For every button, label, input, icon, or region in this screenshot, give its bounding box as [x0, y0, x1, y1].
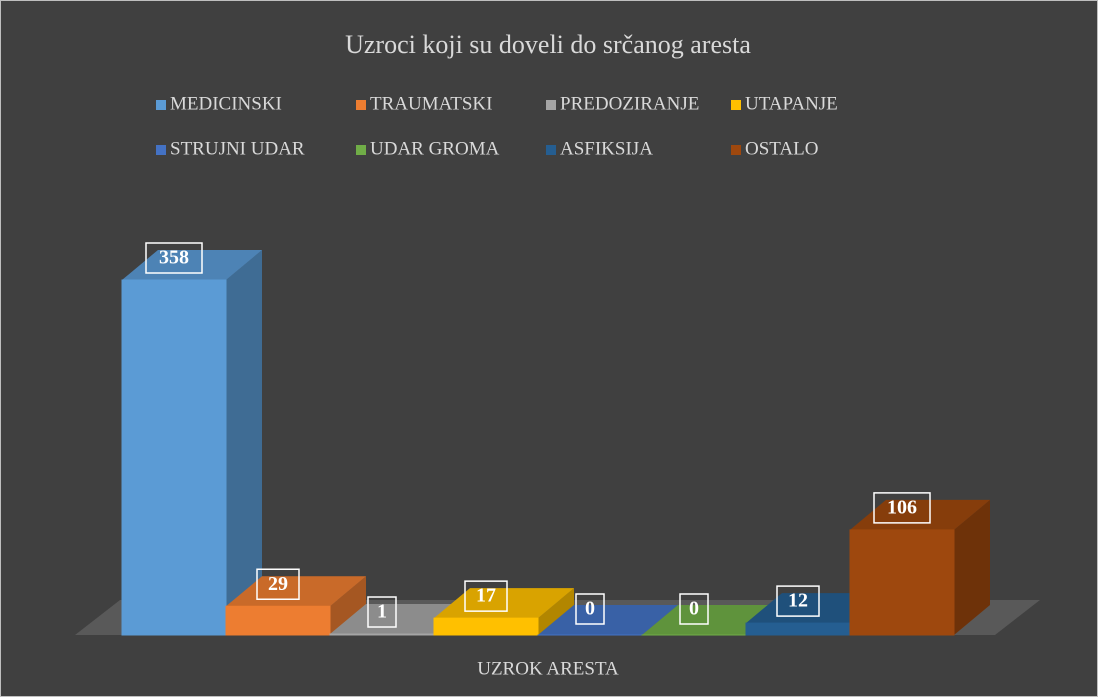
bar-side [226, 250, 262, 635]
data-label-box [575, 593, 605, 625]
legend-swatch [731, 145, 741, 155]
bar-side-shade [954, 499, 990, 635]
data-label: 358 [159, 247, 189, 269]
data-label-box [679, 593, 709, 625]
bar-front [433, 617, 539, 636]
category-label: UZROK ARESTA [477, 658, 619, 679]
legend-label: MEDICINSKI [170, 93, 282, 114]
bar-side-shade [226, 250, 262, 635]
data-label: 12 [788, 590, 808, 612]
bar-top-shade [538, 605, 678, 635]
legend-swatch [156, 100, 166, 110]
data-label-box [873, 492, 931, 524]
data-label-box [776, 585, 820, 617]
bar-side-shade [538, 588, 574, 635]
legend-swatch [731, 100, 741, 110]
data-label-box [256, 568, 300, 600]
data-label: 29 [268, 573, 288, 595]
data-label-box [464, 580, 508, 612]
bar-front [225, 605, 331, 636]
bar-side [954, 499, 990, 635]
legend-label: OSTALO [745, 138, 818, 159]
data-label: 0 [689, 598, 699, 620]
legend-label: TRAUMATSKI [370, 93, 492, 114]
legend-label: ASFIKSIJA [560, 138, 653, 159]
data-label: 106 [887, 496, 917, 518]
legend-swatch [356, 100, 366, 110]
bar-side [330, 576, 366, 635]
bar-front [121, 279, 227, 636]
bar-front [329, 633, 435, 636]
legend-swatch [156, 145, 166, 155]
bar-front [745, 622, 851, 636]
legend-swatch [546, 100, 556, 110]
data-label-box [367, 596, 397, 628]
chart-title: Uzroci koji su doveli do srčanog aresta [345, 30, 751, 59]
bar-side-shade [330, 576, 366, 635]
legend-label: UTAPANJE [745, 93, 838, 114]
legend-label: PREDOZIRANJE [560, 93, 699, 114]
legend-label: UDAR GROMA [370, 138, 500, 159]
legend-label: STRUJNI UDAR [170, 138, 305, 159]
legend-swatch [356, 145, 366, 155]
data-label: 17 [476, 585, 496, 607]
data-label-box [145, 242, 203, 274]
legend-swatch [546, 145, 556, 155]
bar-top [538, 605, 678, 635]
data-label: 0 [585, 598, 595, 620]
bar-front [849, 529, 955, 636]
data-label: 1 [377, 601, 387, 623]
bar-side [538, 588, 574, 635]
